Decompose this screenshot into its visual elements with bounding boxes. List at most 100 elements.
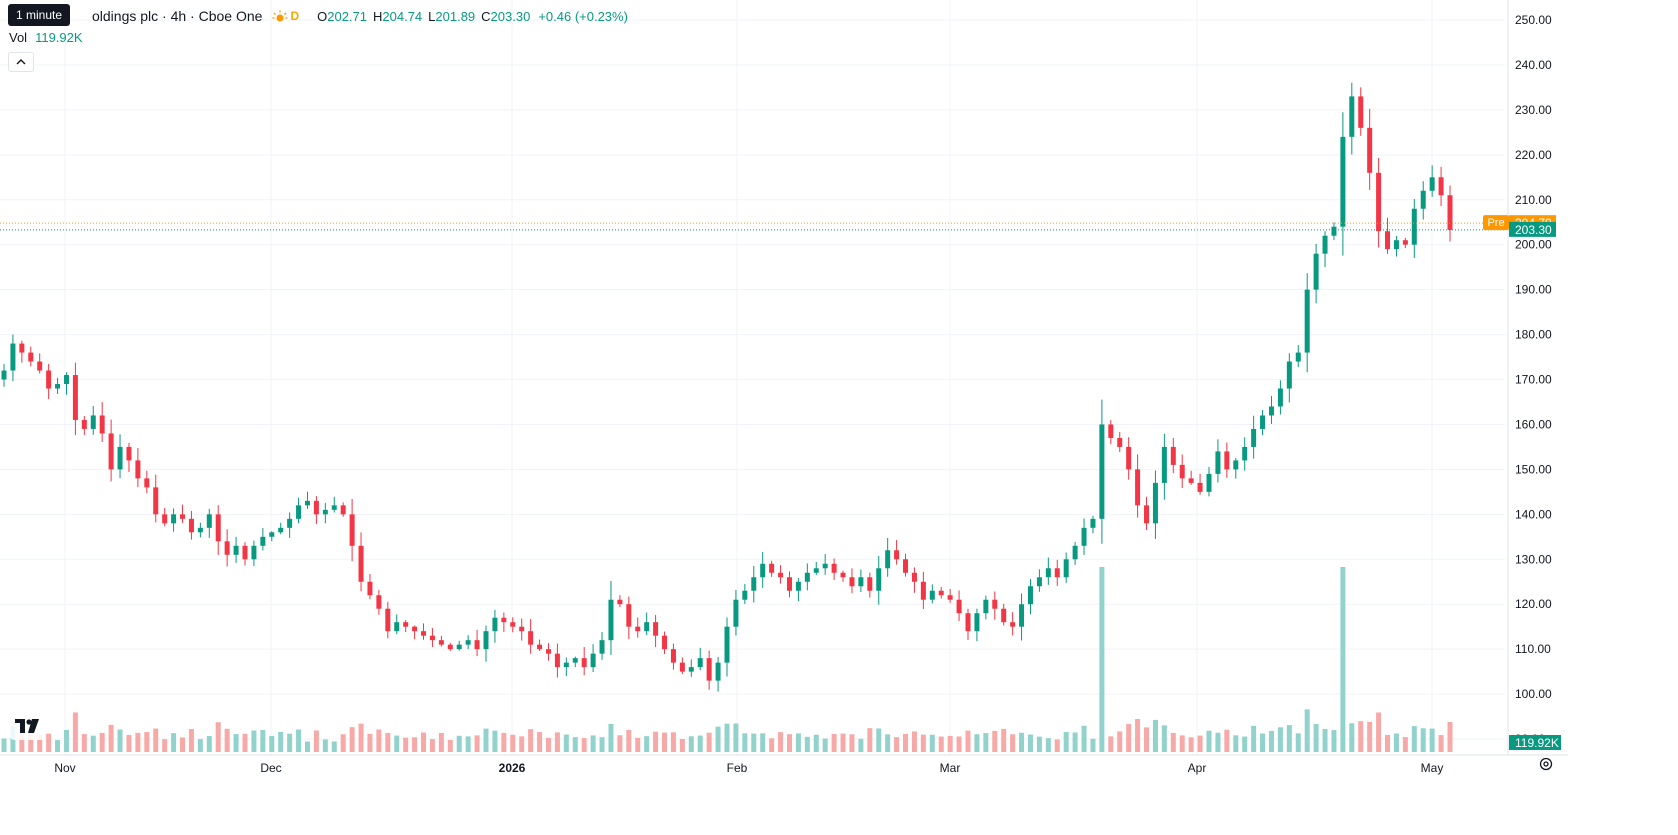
candle-body (1197, 482, 1203, 492)
volume-bar (1277, 727, 1283, 752)
volume-bar (956, 736, 962, 752)
volume-bar (19, 733, 25, 752)
candlestick-chart[interactable]: 90.00100.00110.00120.00130.00140.00150.0… (0, 0, 1568, 780)
symbol-title[interactable]: oldings plc · 4h · Cboe One (92, 8, 263, 24)
volume-bar (653, 731, 659, 752)
candle-body (1144, 505, 1150, 524)
volume-bar (233, 734, 239, 752)
volume-bar (144, 732, 150, 752)
candle-body (1081, 527, 1087, 546)
volume-bar (1152, 719, 1158, 752)
volume-bar (947, 735, 953, 752)
volume-bar (599, 737, 605, 752)
candle-body (786, 577, 792, 591)
candle-body (385, 608, 391, 632)
volume-bar (474, 735, 480, 752)
volume-bar (724, 723, 730, 752)
candle-body (1161, 446, 1167, 483)
volume-bar (537, 732, 543, 752)
price-tick-label: 220.00 (1515, 148, 1552, 162)
volume-bar (153, 728, 159, 752)
tradingview-logo-icon[interactable] (10, 712, 46, 740)
price-axis[interactable]: 90.00100.00110.00120.00130.00140.00150.0… (1507, 0, 1552, 755)
candle-body (572, 658, 578, 663)
candle-body (1429, 177, 1435, 191)
candle-body (1322, 235, 1328, 254)
candle-body (1, 370, 7, 380)
candle-body (1447, 195, 1453, 230)
settings-icon[interactable] (1538, 756, 1554, 772)
price-tick-label: 180.00 (1515, 328, 1552, 342)
volume-bar (1027, 734, 1033, 752)
candle-body (1108, 424, 1114, 438)
volume-bar (278, 731, 284, 752)
candle-body (929, 590, 935, 600)
candle-body (983, 599, 989, 614)
volume-bar (1019, 732, 1025, 752)
volume-bar (501, 732, 507, 752)
volume-bar (135, 732, 141, 752)
volume-bar (786, 734, 792, 752)
candle-body (313, 500, 319, 515)
volume-bar (349, 727, 355, 752)
candle-body (180, 514, 186, 519)
candle-body (251, 545, 257, 560)
candle-body (894, 550, 900, 560)
candle-body (1099, 424, 1105, 519)
ohlc-open-value: 202.71 (327, 8, 367, 24)
volume-bar (171, 733, 177, 752)
volume-bar (1144, 727, 1150, 752)
candle-body (911, 572, 917, 582)
candle-body (260, 536, 266, 546)
candle-body (510, 622, 516, 627)
volume-bar (706, 732, 712, 752)
interval-tooltip: 1 minute (8, 4, 71, 26)
volume-bar (894, 737, 900, 752)
candle-body (278, 527, 284, 533)
ohlc-low-value: 201.89 (435, 8, 476, 24)
price-tick-label: 100.00 (1515, 687, 1552, 701)
candle-body (269, 532, 275, 537)
candle-body (813, 568, 819, 573)
volume-bar (188, 729, 194, 752)
collapse-legend-button[interactable] (8, 52, 34, 72)
candle-body (1331, 226, 1337, 236)
volume-bar (1385, 734, 1391, 752)
candle-body (1063, 559, 1069, 578)
data-status-badge[interactable]: D (290, 9, 300, 23)
volume-bar (1411, 726, 1417, 752)
volume-bar (403, 737, 409, 752)
volume-bar (1117, 731, 1123, 752)
candle-body (1268, 406, 1274, 416)
candle-body (1411, 208, 1417, 245)
time-tick-label: Dec (260, 761, 281, 775)
volume-bar (1429, 728, 1435, 752)
candle-body (1054, 568, 1060, 578)
volume-bar (769, 738, 775, 752)
volume-bar (1063, 731, 1069, 752)
volume-bar (1286, 725, 1292, 752)
candle-body (376, 595, 382, 609)
last-price-box (1509, 221, 1556, 237)
candle-body (1117, 437, 1123, 447)
candle-body (1420, 190, 1426, 209)
volume-bar (983, 733, 989, 752)
volume-bar (644, 736, 650, 752)
volume-bar (519, 736, 525, 752)
price-tick-label: 190.00 (1515, 283, 1552, 297)
volume-bar (81, 734, 87, 752)
volume-bar (1233, 735, 1239, 752)
candle-body (724, 626, 730, 663)
volume-bar (1242, 736, 1248, 752)
volume-bar (197, 739, 203, 752)
candle-body (438, 640, 444, 645)
time-axis[interactable]: Nov Dec 2026 Feb Mar Apr May (0, 754, 1568, 775)
time-tick-label: Nov (54, 761, 75, 775)
candle-body (1126, 446, 1132, 470)
candle-body (188, 518, 194, 533)
price-lines (0, 222, 1505, 231)
volume-bar (867, 728, 873, 752)
candle-body (233, 545, 239, 555)
volume-bar (742, 733, 748, 752)
